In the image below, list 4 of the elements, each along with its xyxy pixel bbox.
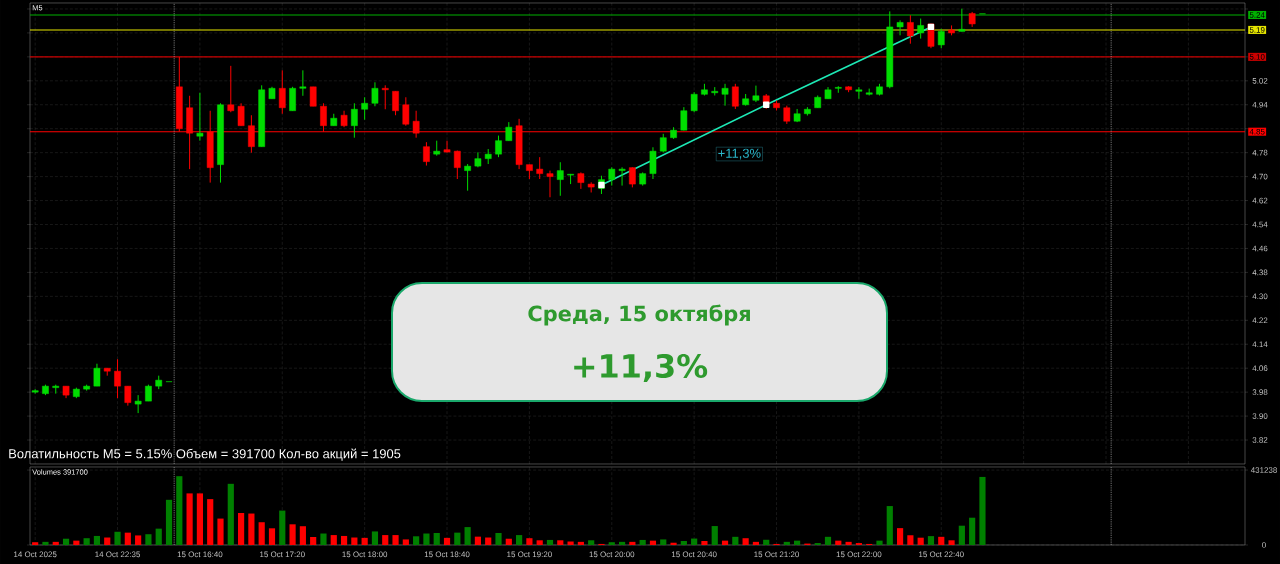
- annotation: +11,3%: [718, 148, 761, 160]
- annotation: Среда, 15 октября: [528, 304, 750, 326]
- annotation: +11,3%: [574, 353, 708, 383]
- annotation: Волатильность M5 = 5.15% Объем = 391700 Кол-во акций = 1905: [9, 448, 401, 461]
